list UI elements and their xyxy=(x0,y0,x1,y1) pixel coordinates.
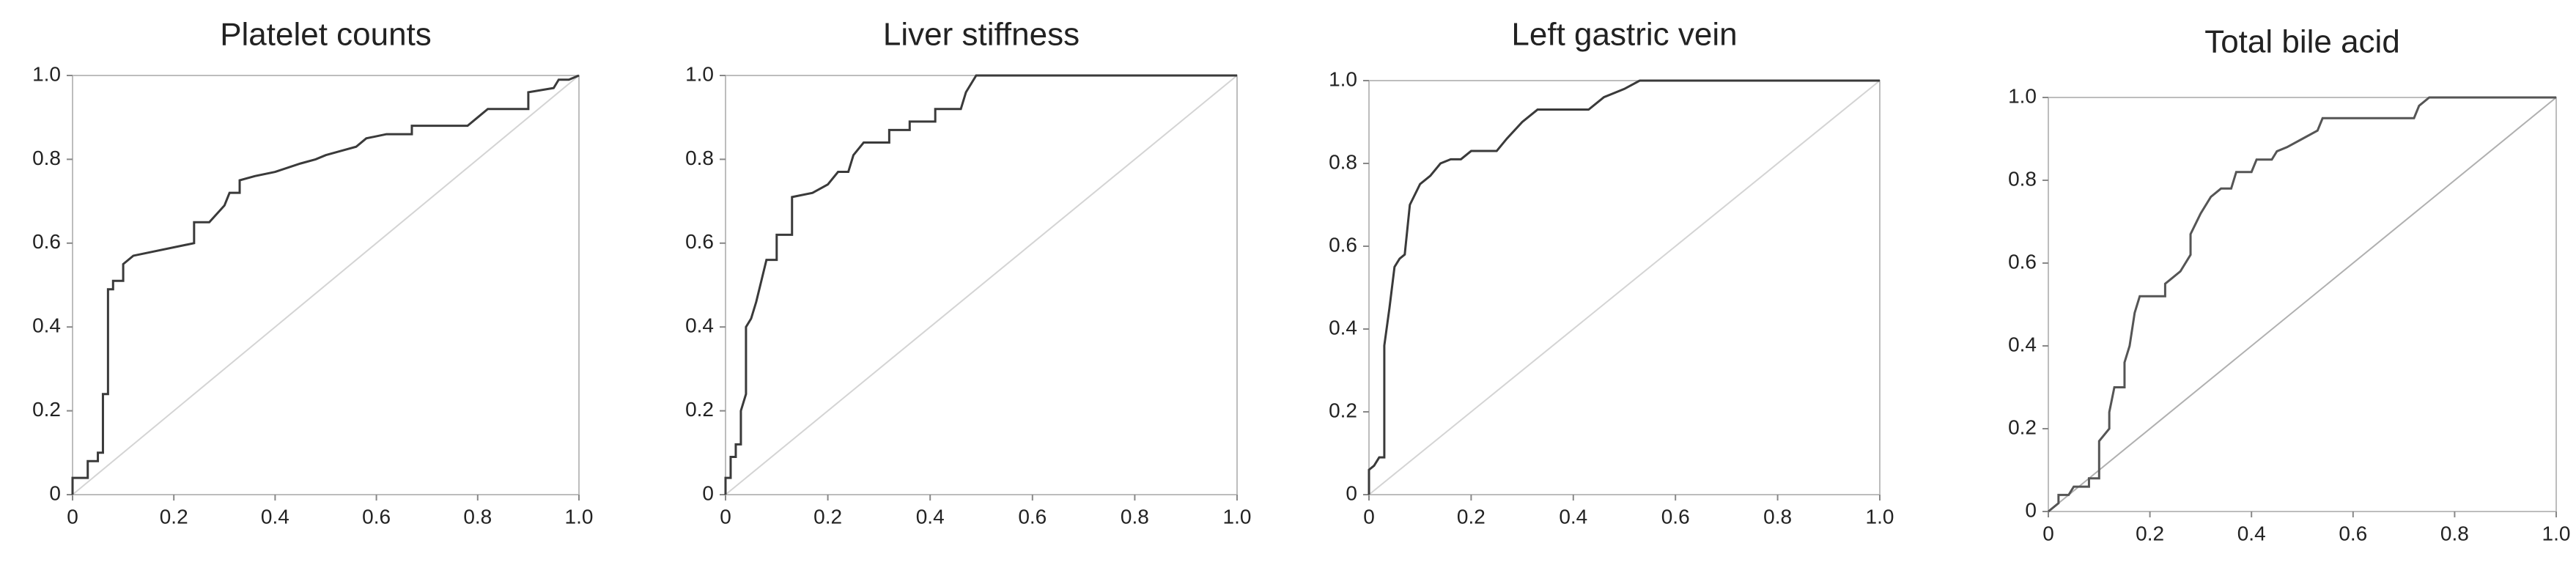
chart-panel: Total bile acid 0 0.2 0.4 0.6 0.8 1.0 0 0.2 0.4 0.… xyxy=(2008,24,2570,545)
x-tick-label: 0 xyxy=(720,505,731,528)
reference-line xyxy=(72,75,580,495)
x-tick-label: 0.2 xyxy=(2136,522,2164,544)
x-tick-label: 1.0 xyxy=(2542,522,2571,544)
y-tick-label: 0.6 xyxy=(2008,250,2037,273)
reference-line xyxy=(1368,80,1881,495)
y-tick-label: 0.8 xyxy=(1329,150,1357,173)
roc-curve xyxy=(724,74,1237,495)
x-tick-label: 1.0 xyxy=(565,505,594,528)
plot-frame xyxy=(1368,80,1881,495)
y-tick-label: 0.2 xyxy=(2008,416,2037,438)
x-tick-label: 0.2 xyxy=(1457,505,1486,528)
y-tick-label: 0.4 xyxy=(1329,316,1357,339)
x-tick-label: 1.0 xyxy=(1223,505,1252,528)
y-tick-label: 0 xyxy=(2025,498,2037,521)
x-tick-label: 0.8 xyxy=(1763,505,1792,528)
y-tick-label: 0.4 xyxy=(685,314,714,337)
y-tick-label: 0.6 xyxy=(1329,233,1357,256)
plot-frame xyxy=(72,75,580,495)
x-tick-label: 1.0 xyxy=(1866,505,1894,528)
y-tick-label: 1.0 xyxy=(2008,84,2037,107)
x-tick-label: 0.6 xyxy=(362,505,391,528)
y-tick-label: 1.0 xyxy=(685,62,714,85)
x-tick-label: 0 xyxy=(2042,522,2054,544)
chart-panel: Liver stiffness 0 0.2 0.4 0.6 0.8 1.0 0 0.2 0.4 0.… xyxy=(685,17,1251,528)
y-tick-label: 0.8 xyxy=(685,147,714,169)
x-tick-label: 0 xyxy=(67,505,78,528)
x-tick-label: 0.6 xyxy=(2339,522,2367,544)
x-tick-label: 0.6 xyxy=(1661,505,1690,528)
plot-frame xyxy=(2048,97,2557,512)
x-tick-label: 0.2 xyxy=(813,505,842,528)
chart-panel: Platelet counts 0 0.2 0.4 0.6 0.8 1.0 0 0.2 0.4 0.… xyxy=(32,17,593,528)
x-tick-label: 0.4 xyxy=(1559,505,1587,528)
x-tick-label: 0.2 xyxy=(160,505,188,528)
x-tick-label: 0.4 xyxy=(916,505,945,528)
chart-title: Left gastric vein xyxy=(1511,17,1737,53)
x-tick-label: 0.8 xyxy=(463,505,492,528)
y-tick-label: 0.4 xyxy=(2008,333,2037,355)
reference-line xyxy=(725,75,1238,495)
y-tick-label: 0.8 xyxy=(2008,167,2037,190)
reference-line xyxy=(2048,97,2557,512)
x-tick-label: 0.8 xyxy=(2440,522,2469,544)
chart-title: Total bile acid xyxy=(2204,24,2400,60)
y-tick-label: 0.4 xyxy=(32,314,61,337)
y-tick-label: 0 xyxy=(1346,481,1357,504)
y-tick-label: 0.6 xyxy=(685,230,714,253)
y-tick-label: 0.8 xyxy=(32,147,61,169)
y-tick-label: 0 xyxy=(702,481,714,504)
y-tick-label: 0 xyxy=(49,481,61,504)
roc-curve xyxy=(2048,96,2556,513)
chart-title: Platelet counts xyxy=(220,17,432,53)
y-tick-label: 0.2 xyxy=(1329,399,1357,421)
x-tick-label: 0.8 xyxy=(1121,505,1149,528)
x-tick-label: 0.4 xyxy=(261,505,289,528)
y-tick-label: 1.0 xyxy=(1329,67,1357,90)
x-tick-label: 0.4 xyxy=(2237,522,2266,544)
y-tick-label: 0.2 xyxy=(685,398,714,421)
chart-title: Liver stiffness xyxy=(883,17,1080,53)
roc-curve xyxy=(1368,79,1880,495)
x-tick-label: 0 xyxy=(1363,505,1375,528)
y-tick-label: 0.6 xyxy=(32,230,61,253)
y-tick-label: 1.0 xyxy=(32,62,61,85)
chart-panel: Left gastric vein 0 0.2 0.4 0.6 0.8 1.0 0 0.2 0.4… xyxy=(1329,17,1894,528)
y-tick-label: 0.2 xyxy=(32,398,61,421)
roc-curve xyxy=(71,74,580,495)
x-tick-label: 0.6 xyxy=(1018,505,1047,528)
